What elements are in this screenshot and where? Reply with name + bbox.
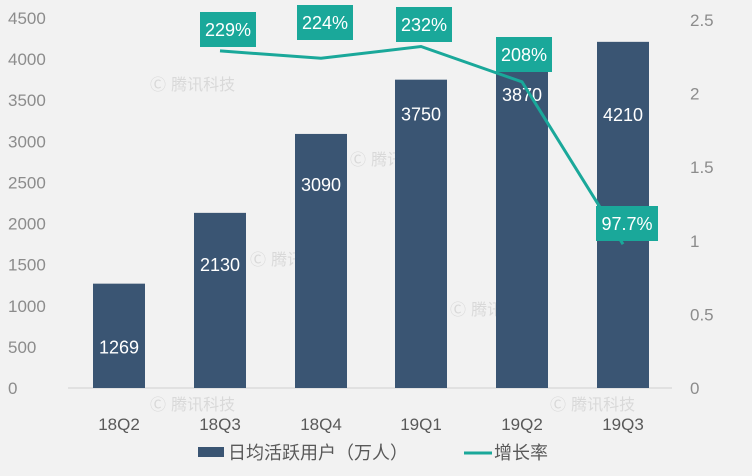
right-axis-tick: 0.5 [690,305,714,324]
growth-label-box [396,7,452,42]
bar-label: 1269 [99,338,139,358]
left-axis-tick: 2500 [8,173,46,192]
left-axis-tick: 3000 [8,132,46,151]
left-axis-tick: 3500 [8,91,46,110]
bar-label: 2130 [200,255,240,275]
right-axis-tick: 2 [690,85,699,104]
right-axis-tick: 2.5 [690,11,714,30]
growth-label: 224% [302,13,348,33]
watermark: Ⓒ 腾讯科技 [150,395,235,414]
growth-rate-line [219,44,625,245]
growth-label-box [297,5,353,40]
left-axis-tick: 2000 [8,215,46,234]
bar-label: 4210 [603,105,643,125]
left-axis-tick: 500 [8,338,36,357]
x-axis-tick: 18Q2 [98,415,140,434]
left-axis-tick: 0 [8,379,17,398]
growth-label: 208% [501,45,547,65]
left-axis-tick: 1000 [8,297,46,316]
left-axis-tick: 4000 [8,50,46,69]
growth-label-box [496,37,552,72]
x-axis-tick: 18Q4 [300,415,342,434]
left-axis-tick: 4500 [8,9,46,28]
growth-label-box [596,206,658,241]
x-axis-tick: 19Q3 [602,415,644,434]
bar-18Q3 [194,212,246,388]
watermark: Ⓒ 腾讯科技 [150,75,235,94]
growth-label: 97.7% [601,214,652,234]
growth-label: 229% [205,20,251,40]
bar-label: 3090 [301,175,341,195]
growth-label: 232% [401,15,447,35]
x-axis-tick: 18Q3 [199,415,241,434]
right-axis-tick: 1 [690,232,699,251]
watermark: Ⓒ 腾讯科技 [550,395,635,414]
left-axis-tick: 1500 [8,256,46,275]
growth-label-box [200,12,256,47]
legend-line-label: 增长率 [494,443,548,464]
x-axis-tick: 19Q2 [501,415,543,434]
legend-bar-label: 日均活跃用户（万人） [228,443,408,464]
bar-19Q2 [496,69,548,389]
bar-18Q2 [93,283,145,388]
bar-18Q4 [295,133,347,388]
right-axis-tick: 0 [690,379,699,398]
bar-19Q1 [395,79,447,389]
bar-label: 3750 [401,105,441,125]
right-axis-tick: 1.5 [690,158,714,177]
x-axis-tick: 19Q1 [400,415,442,434]
legend-bar-swatch [198,447,224,457]
